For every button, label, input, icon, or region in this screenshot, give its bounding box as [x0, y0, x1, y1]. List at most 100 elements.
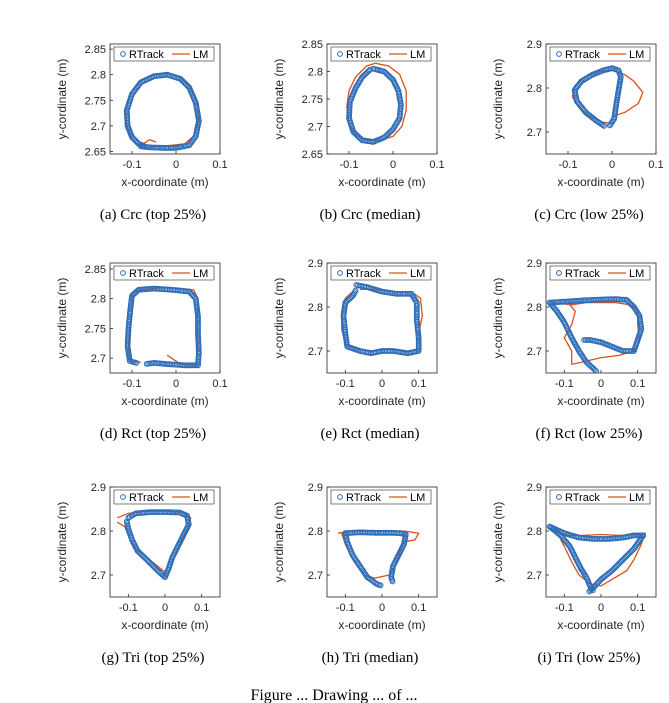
x-tick-label: 0 — [173, 159, 179, 171]
legend-lm-label: LM — [629, 268, 644, 280]
series-lm-line — [553, 301, 641, 365]
legend-rtrack-marker — [120, 51, 126, 57]
plot-area — [571, 65, 644, 129]
chart-panel-9: -0.1 0 0.1 2.7 2.8 2.9 x-coordinate (m) y-cordi… — [491, 482, 657, 666]
x-tick-label: 0 — [379, 602, 385, 614]
y-tick-label: 2.7 — [91, 121, 106, 133]
plot-area — [546, 296, 645, 373]
y-tick-label: 2.8 — [527, 83, 542, 95]
chart-panel-2: -0.1 0 0.1 2.65 2.7 2.75 2.8 2.85 x-coordinate (… — [272, 39, 445, 223]
legend-rtrack-label: RTrack — [129, 492, 164, 504]
legend-rtrack-label: RTrack — [346, 49, 381, 61]
y-tick-label: 2.65 — [302, 149, 323, 161]
plot-area — [123, 71, 202, 151]
panel-caption: (h) Tri (median) — [322, 650, 419, 666]
x-axis-label: x-coordinate (m) — [121, 618, 208, 632]
x-tick-label: 0.1 — [429, 159, 444, 171]
y-axis-label: y-cordinate (m) — [272, 59, 286, 140]
legend: RTrack LM — [113, 489, 215, 505]
x-tick-label: 0.1 — [212, 159, 227, 171]
legend: RTrack LM — [330, 265, 432, 281]
legend-box — [549, 489, 651, 505]
y-axis-label: y-cordinate (m) — [272, 502, 286, 583]
x-tick-label: 0 — [390, 159, 396, 171]
legend-rtrack-marker — [120, 270, 126, 276]
x-tick-label: -0.1 — [555, 602, 574, 614]
y-tick-label: 2.9 — [308, 482, 323, 494]
axes-frame — [109, 262, 221, 374]
x-axis-label: x-coordinate (m) — [338, 175, 425, 189]
y-axis-label: y-cordinate (m) — [55, 59, 69, 140]
y-tick-label: 2.8 — [91, 526, 106, 538]
legend-box — [330, 46, 432, 62]
chart-panel-1: -0.1 0 0.1 2.65 2.7 2.75 2.8 2.85 x-coordinate (… — [55, 43, 228, 223]
panel-caption: (c) Crc (low 25%) — [534, 207, 644, 223]
y-tick-label: 2.7 — [308, 346, 323, 358]
panel-caption: (f) Rct (low 25%) — [535, 426, 642, 442]
y-axis-label: y-cordinate (m) — [491, 502, 505, 583]
series-lm-line — [346, 62, 407, 141]
plot-area — [340, 282, 423, 357]
panel-caption: (b) Crc (median) — [320, 207, 421, 223]
legend-rtrack-marker — [337, 494, 343, 500]
legend: RTrack LM — [549, 265, 651, 281]
legend: RTrack LM — [330, 46, 432, 62]
rtrack-marker — [600, 122, 606, 128]
x-tick-label: 0.1 — [194, 602, 209, 614]
y-tick-label: 2.85 — [302, 39, 323, 51]
x-tick-label: 0.1 — [630, 378, 645, 390]
panel-caption: (a) Crc (top 25%) — [100, 207, 206, 223]
y-tick-label: 2.7 — [308, 570, 323, 582]
y-tick-label: 2.9 — [527, 482, 542, 494]
y-axis-label: y-cordinate (m) — [272, 278, 286, 359]
legend-rtrack-marker — [120, 494, 126, 500]
legend-rtrack-label: RTrack — [129, 268, 164, 280]
x-tick-label: -0.1 — [340, 159, 359, 171]
x-axis-label: x-coordinate (m) — [557, 394, 644, 408]
legend: RTrack LM — [113, 46, 215, 62]
x-tick-label: 0 — [162, 602, 168, 614]
y-tick-label: 2.8 — [308, 526, 323, 538]
x-tick-label: 0 — [598, 602, 604, 614]
panel-caption: (i) Tri (low 25%) — [538, 650, 641, 666]
x-axis-label: x-coordinate (m) — [557, 175, 644, 189]
legend-box — [330, 489, 432, 505]
y-tick-label: 2.8 — [527, 302, 542, 314]
legend: RTrack LM — [113, 265, 215, 281]
chart-panel-4: -0.1 0 0.1 2.7 2.75 2.8 2.85 x-coordinate (m) y-… — [55, 262, 228, 442]
y-tick-label: 2.75 — [302, 94, 323, 106]
y-tick-label: 2.8 — [527, 526, 542, 538]
x-tick-label: 0.1 — [648, 159, 663, 171]
y-axis-label: y-cordinate (m) — [55, 278, 69, 359]
rtrack-marker — [143, 361, 150, 367]
y-tick-label: 2.9 — [91, 482, 106, 494]
y-tick-label: 2.7 — [91, 353, 106, 365]
legend-lm-label: LM — [193, 49, 208, 61]
legend-rtrack-marker — [556, 51, 562, 57]
x-tick-label: -0.1 — [123, 159, 142, 171]
plot-area — [337, 529, 420, 589]
rtrack-marker — [140, 142, 147, 149]
legend-rtrack-marker — [556, 270, 562, 276]
plot-area — [546, 523, 647, 595]
y-tick-label: 2.8 — [91, 70, 106, 82]
plot-area — [124, 285, 202, 369]
legend: RTrack LM — [549, 489, 651, 505]
x-tick-label: 0.1 — [411, 602, 426, 614]
rtrack-marker — [581, 337, 587, 343]
legend-rtrack-label: RTrack — [565, 268, 600, 280]
x-axis-label: x-coordinate (m) — [338, 394, 425, 408]
y-axis-label: y-cordinate (m) — [55, 502, 69, 583]
plot-area — [116, 509, 192, 581]
rtrack-marker — [352, 287, 359, 294]
legend-rtrack-marker — [337, 270, 343, 276]
legend-lm-label: LM — [629, 49, 644, 61]
legend-rtrack-marker — [556, 494, 562, 500]
series-lm-line — [553, 530, 646, 587]
y-tick-label: 2.7 — [527, 127, 542, 139]
y-tick-label: 2.85 — [85, 264, 106, 276]
y-tick-label: 2.8 — [308, 302, 323, 314]
rtrack-marker — [592, 367, 598, 373]
x-axis-label: x-coordinate (m) — [557, 618, 644, 632]
